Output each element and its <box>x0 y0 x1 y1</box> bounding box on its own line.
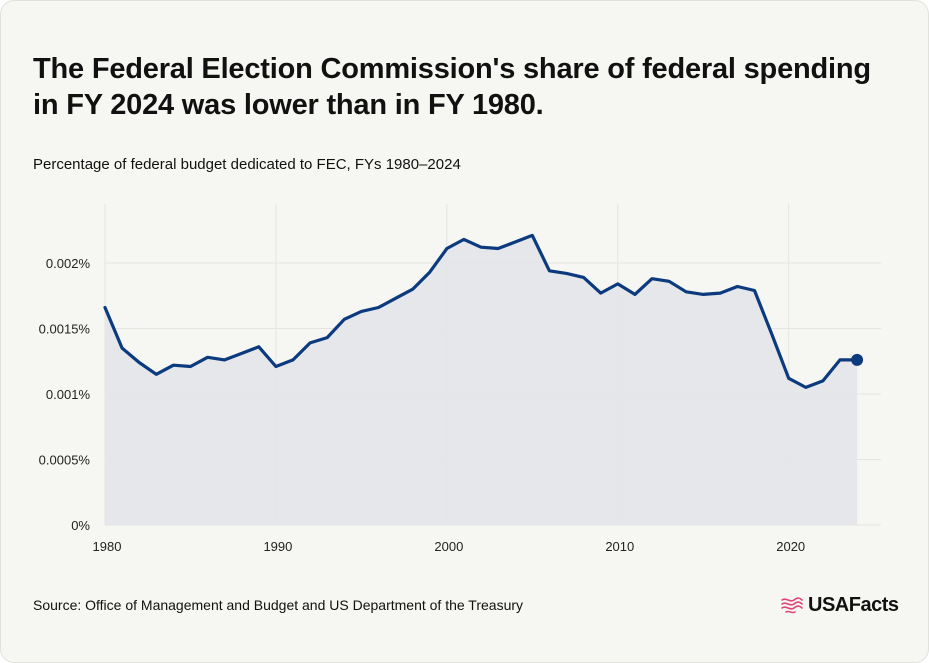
chart-subtitle: Percentage of federal budget dedicated t… <box>33 156 461 173</box>
source-note: Source: Office of Management and Budget … <box>33 597 524 613</box>
y-tick-label: 0% <box>71 518 90 533</box>
x-tick-label: 2020 <box>776 539 805 554</box>
x-tick-label: 2010 <box>605 539 634 554</box>
flag-icon <box>781 596 803 613</box>
x-axis-labels: 1980 1990 2000 2010 2020 <box>93 539 806 554</box>
data-points <box>851 353 864 366</box>
chart-title: The Federal Election Commission's share … <box>33 53 871 121</box>
y-tick-label: 0.002% <box>46 256 91 271</box>
y-tick-label: 0.0005% <box>39 452 91 467</box>
x-tick-label: 1990 <box>263 539 292 554</box>
y-axis-labels: 0% 0.0005% 0.001% 0.0015% 0.002% <box>39 256 91 533</box>
y-tick-label: 0.0015% <box>39 321 91 336</box>
y-tick-label: 0.001% <box>46 387 91 402</box>
x-tick-label: 1980 <box>93 539 122 554</box>
area-fill <box>105 235 858 525</box>
usafacts-logo[interactable]: USAFacts <box>780 594 899 617</box>
series-line <box>103 233 859 389</box>
logo-text: USAFacts <box>808 594 899 616</box>
x-tick-label: 2000 <box>434 539 463 554</box>
last-data-point <box>851 353 864 366</box>
line-chart: 0% 0.0005% 0.001% 0.0015% 0.002% 1980 1990 200… <box>39 204 881 554</box>
